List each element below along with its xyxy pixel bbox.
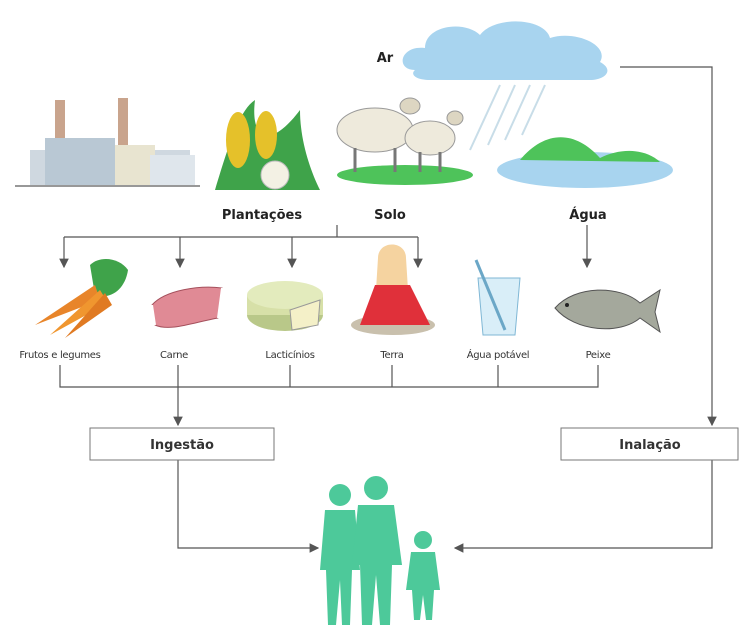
cheese-icon [247, 281, 323, 331]
sheep-icon [337, 98, 473, 185]
exposure-label: Peixe [586, 350, 611, 361]
water-label: Água [569, 207, 606, 223]
factory-icon [15, 98, 200, 186]
exposure-label: Terra [379, 350, 403, 361]
exposure-label: Carne [160, 350, 188, 361]
crops-label: Plantações [222, 208, 302, 223]
air-label: Ar [377, 51, 394, 66]
exposure-diagram: Ar Plantações Solo Água Frutos e legumes… [0, 0, 739, 628]
carrot-icon [35, 259, 128, 338]
fish-icon [555, 290, 660, 332]
crops-icon [215, 100, 320, 190]
inhalation-label: Inalação [619, 438, 681, 453]
meat-icon [152, 287, 222, 327]
child-icon [351, 245, 435, 336]
glass-icon [476, 260, 520, 335]
soil-label: Solo [374, 208, 406, 223]
exposure-label: Água potável [467, 348, 530, 361]
family-silhouette [320, 476, 440, 625]
ingestion-label: Ingestão [150, 438, 214, 453]
exposure-label: Frutos e legumes [19, 350, 100, 361]
lake-icon [497, 137, 673, 188]
exposure-label: Lacticínios [265, 349, 314, 361]
